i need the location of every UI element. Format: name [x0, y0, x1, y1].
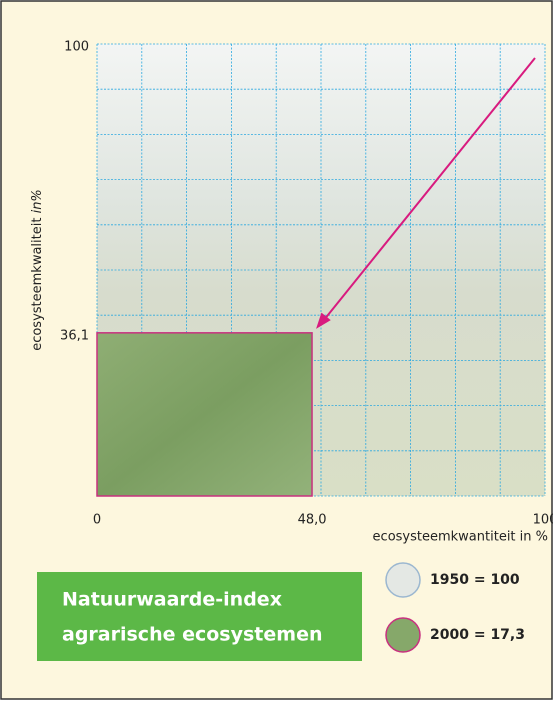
current-area: [97, 333, 312, 496]
box-title: Natuurwaarde-index: [62, 589, 282, 611]
y-label-unit: in%: [30, 189, 45, 213]
x-tick-label: 48,0: [298, 513, 327, 528]
x-axis-label: ecosysteemkwantiteit in %: [373, 530, 548, 545]
y-label-text: ecosysteemkwaliteit: [30, 218, 45, 351]
y-axis-label: ecosysteemkwaliteit in%: [30, 189, 45, 351]
x-tick-label: 0: [93, 513, 101, 528]
index-icon: [386, 618, 420, 652]
y-tick-label: 36,1: [60, 328, 89, 343]
index-icon: [386, 563, 420, 597]
box-title: agrarische ecosystemen: [62, 624, 322, 646]
x-tick-label: 100: [533, 513, 553, 528]
title-box: [37, 572, 362, 661]
y-tick-label: 100: [64, 40, 89, 55]
index-label: 2000 = 17,3: [430, 627, 525, 643]
index-label: 1950 = 100: [430, 572, 520, 588]
infographic: Natuurwaarde-index agrarische ecosysteme…: [0, 0, 553, 701]
